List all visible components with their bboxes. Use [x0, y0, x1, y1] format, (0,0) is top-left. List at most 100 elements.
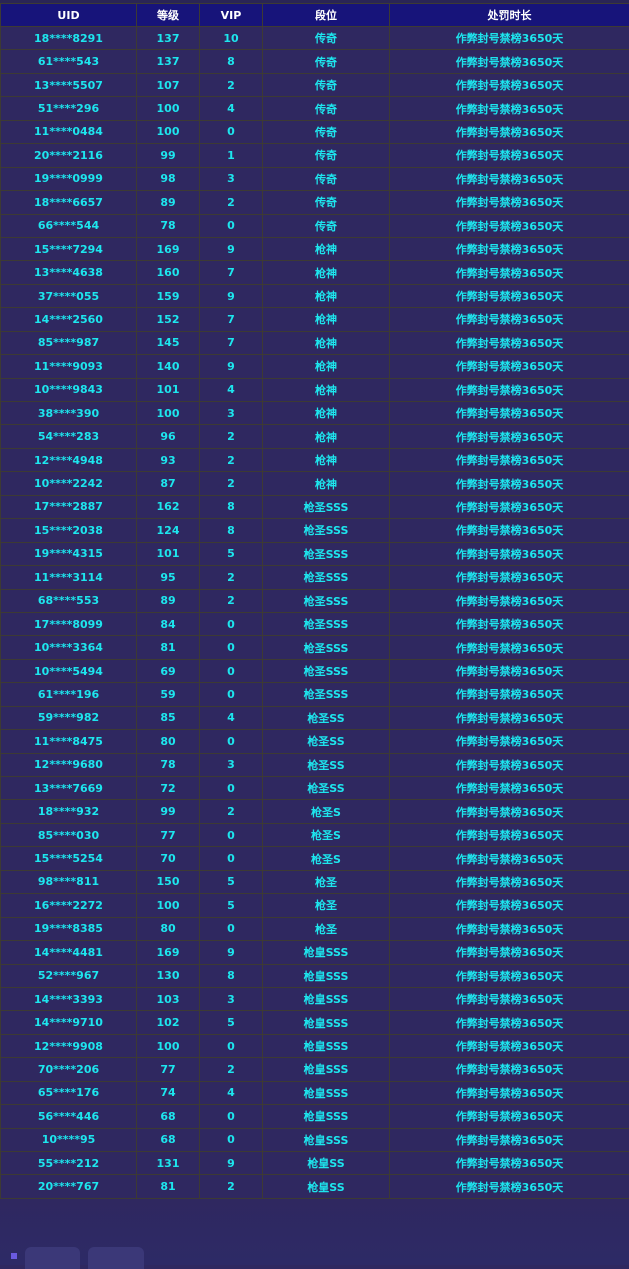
cell-penalty: 作弊封号禁榜3650天 — [390, 50, 629, 73]
cell-rank: 枪皇SSS — [263, 941, 390, 964]
cell-vip: 0 — [200, 730, 263, 753]
cell-penalty: 作弊封号禁榜3650天 — [390, 894, 629, 917]
cell-vip: 0 — [200, 1128, 263, 1151]
cell-level: 85 — [137, 706, 200, 729]
cell-rank: 枪神 — [263, 378, 390, 401]
header-vip: VIP — [200, 4, 263, 27]
cell-vip: 9 — [200, 237, 263, 260]
cell-rank: 枪神 — [263, 284, 390, 307]
cell-uid: 61****543 — [1, 50, 137, 73]
cell-penalty: 作弊封号禁榜3650天 — [390, 27, 629, 50]
cell-penalty: 作弊封号禁榜3650天 — [390, 542, 629, 565]
cell-penalty: 作弊封号禁榜3650天 — [390, 941, 629, 964]
cell-rank: 枪神 — [263, 308, 390, 331]
cell-penalty: 作弊封号禁榜3650天 — [390, 612, 629, 635]
cell-level: 95 — [137, 566, 200, 589]
cell-vip: 0 — [200, 917, 263, 940]
cell-uid: 18****8291 — [1, 27, 137, 50]
cell-rank: 枪圣SS — [263, 777, 390, 800]
cell-vip: 2 — [200, 1058, 263, 1081]
cell-uid: 10****2242 — [1, 472, 137, 495]
cell-uid: 15****5254 — [1, 847, 137, 870]
cell-vip: 5 — [200, 1011, 263, 1034]
cell-uid: 18****932 — [1, 800, 137, 823]
bottom-tab-1[interactable] — [25, 1247, 80, 1269]
cell-rank: 传奇 — [263, 214, 390, 237]
cell-level: 101 — [137, 542, 200, 565]
cell-uid: 19****4315 — [1, 542, 137, 565]
cell-penalty: 作弊封号禁榜3650天 — [390, 1128, 629, 1151]
cell-uid: 13****4638 — [1, 261, 137, 284]
cell-level: 124 — [137, 519, 200, 542]
cell-vip: 0 — [200, 120, 263, 143]
cell-rank: 枪圣SSS — [263, 683, 390, 706]
cell-vip: 2 — [200, 800, 263, 823]
cell-vip: 0 — [200, 1105, 263, 1128]
cell-vip: 9 — [200, 284, 263, 307]
cell-level: 137 — [137, 50, 200, 73]
cell-uid: 98****811 — [1, 870, 137, 893]
cell-uid: 10****9843 — [1, 378, 137, 401]
cell-penalty: 作弊封号禁榜3650天 — [390, 448, 629, 471]
cell-vip: 7 — [200, 308, 263, 331]
cell-rank: 传奇 — [263, 50, 390, 73]
cell-vip: 0 — [200, 659, 263, 682]
cell-vip: 0 — [200, 823, 263, 846]
cell-rank: 枪神 — [263, 331, 390, 354]
cell-level: 160 — [137, 261, 200, 284]
cell-uid: 19****0999 — [1, 167, 137, 190]
header-uid: UID — [1, 4, 137, 27]
cell-rank: 枪神 — [263, 355, 390, 378]
bottom-tab-2[interactable] — [88, 1247, 144, 1269]
cell-level: 137 — [137, 27, 200, 50]
cell-penalty: 作弊封号禁榜3650天 — [390, 659, 629, 682]
cell-vip: 0 — [200, 612, 263, 635]
cell-level: 99 — [137, 144, 200, 167]
header-rank: 段位 — [263, 4, 390, 27]
cell-rank: 枪圣SSS — [263, 589, 390, 612]
cell-level: 72 — [137, 777, 200, 800]
cell-rank: 枪皇SSS — [263, 1081, 390, 1104]
cell-rank: 传奇 — [263, 120, 390, 143]
cell-uid: 20****767 — [1, 1175, 137, 1198]
cell-uid: 85****030 — [1, 823, 137, 846]
cell-penalty: 作弊封号禁榜3650天 — [390, 378, 629, 401]
cell-vip: 4 — [200, 1081, 263, 1104]
cell-rank: 枪神 — [263, 448, 390, 471]
cell-uid: 54****283 — [1, 425, 137, 448]
cell-uid: 16****2272 — [1, 894, 137, 917]
cell-level: 140 — [137, 355, 200, 378]
cell-rank: 枪皇SSS — [263, 964, 390, 987]
cell-penalty: 作弊封号禁榜3650天 — [390, 519, 629, 542]
cell-vip: 2 — [200, 589, 263, 612]
cell-penalty: 作弊封号禁榜3650天 — [390, 167, 629, 190]
cell-vip: 10 — [200, 27, 263, 50]
cell-penalty: 作弊封号禁榜3650天 — [390, 1105, 629, 1128]
cell-level: 100 — [137, 97, 200, 120]
cell-level: 98 — [137, 167, 200, 190]
cell-level: 89 — [137, 589, 200, 612]
cell-vip: 7 — [200, 261, 263, 284]
cell-penalty: 作弊封号禁榜3650天 — [390, 355, 629, 378]
cell-level: 96 — [137, 425, 200, 448]
cell-penalty: 作弊封号禁榜3650天 — [390, 120, 629, 143]
cell-rank: 枪圣SSS — [263, 636, 390, 659]
cell-level: 100 — [137, 894, 200, 917]
